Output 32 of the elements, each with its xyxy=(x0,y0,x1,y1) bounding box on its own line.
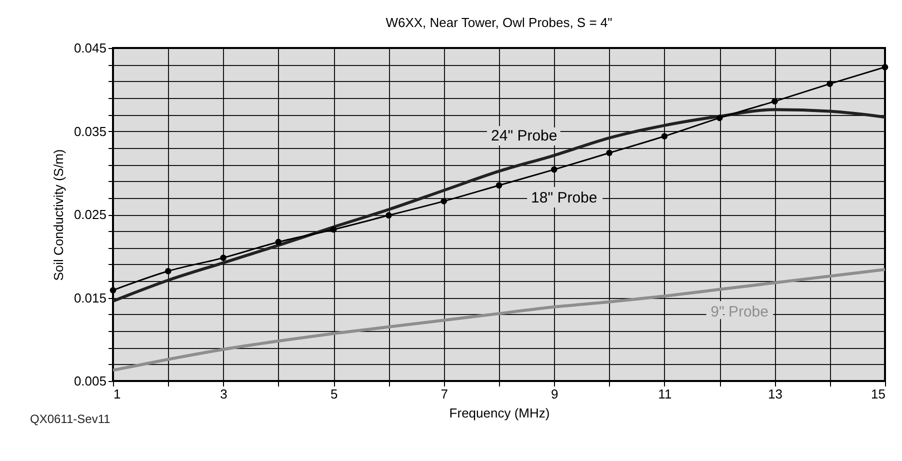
text: QX0611-Sev11 xyxy=(30,412,110,426)
x-tick-label: 7 xyxy=(440,386,448,402)
point xyxy=(661,133,668,140)
point xyxy=(550,166,558,173)
point xyxy=(220,254,226,261)
x-tick-label: 11 xyxy=(658,386,672,402)
point xyxy=(882,64,888,70)
point xyxy=(164,268,172,274)
y-tick-label: 0.025 xyxy=(74,207,106,222)
point xyxy=(110,287,116,294)
point xyxy=(496,182,502,189)
y-tick-label: 0.045 xyxy=(74,40,106,56)
y-tick-label: 0.015 xyxy=(74,290,106,306)
point xyxy=(826,80,834,87)
x-tick-label: 5 xyxy=(330,386,338,402)
point xyxy=(440,198,448,204)
point xyxy=(772,98,778,104)
x-tick-label: 3 xyxy=(220,386,228,402)
point xyxy=(275,238,282,246)
point xyxy=(606,150,612,156)
y-tick-label: 0.005 xyxy=(74,374,106,388)
y-axis-title: Soil Conductivity (S/m) xyxy=(50,149,66,281)
x-tick-label: 15 xyxy=(871,386,886,402)
x-tick-label: 13 xyxy=(768,386,782,402)
chart-title: W6XX, Near Tower, Owl Probes, S = 4" xyxy=(386,15,613,30)
x-tick-label: 9 xyxy=(551,386,558,402)
point xyxy=(330,226,337,233)
point xyxy=(716,114,723,122)
point xyxy=(386,212,392,218)
x-axis-title: Frequency (MHz) xyxy=(449,406,550,420)
x-tick-label: 1 xyxy=(114,386,121,402)
y-tick-label: 0.035 xyxy=(74,124,106,139)
